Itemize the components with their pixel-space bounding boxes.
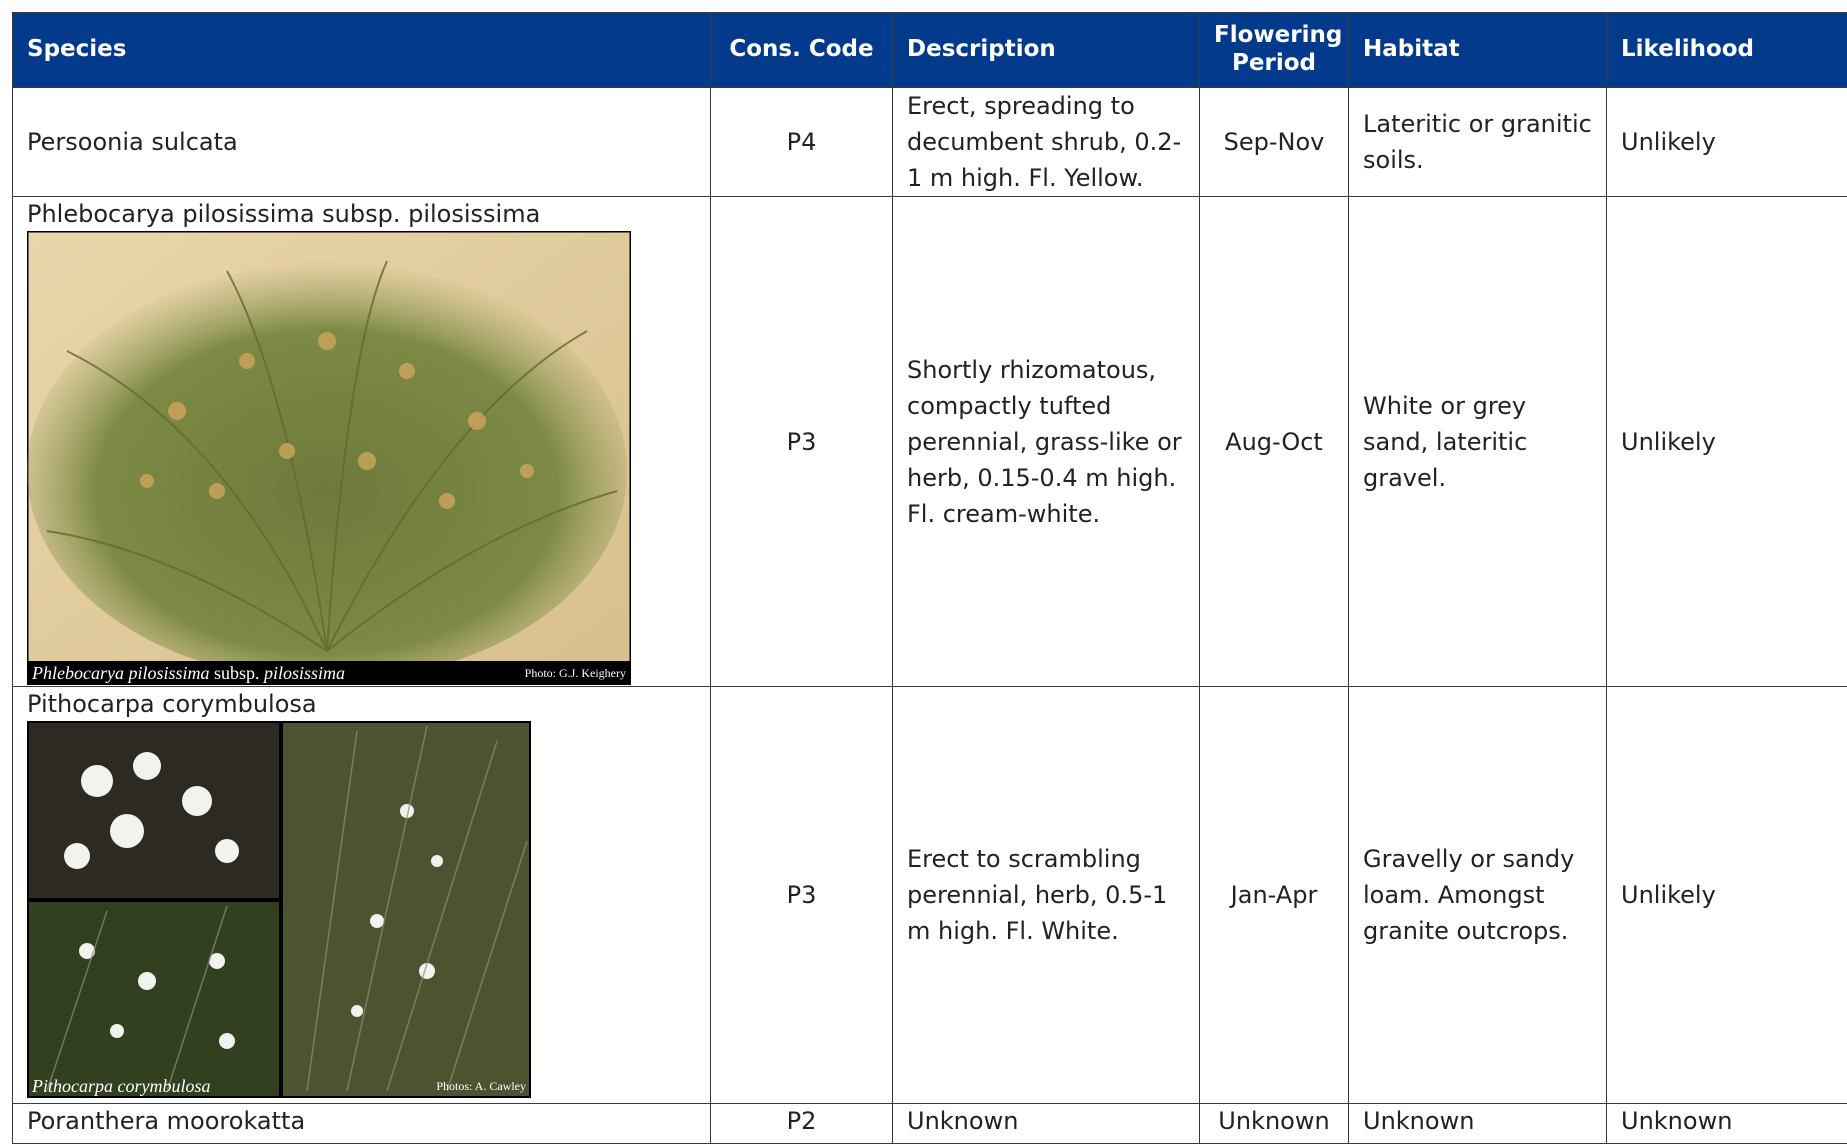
photo-caption: Phlebocarya pilosissima subsp. pilosissi…: [27, 661, 631, 685]
habitat: White or grey sand, lateritic gravel.: [1349, 197, 1607, 687]
header-cell: Species: [13, 13, 711, 88]
likelihood: Unlikely: [1607, 197, 1847, 687]
caption-name: Pithocarpa corymbulosa: [32, 1076, 210, 1096]
photo: Pithocarpa corymbulosa Photos: A. Cawley: [27, 721, 531, 1098]
photo: Phlebocarya pilosissima subsp. pilosissi…: [27, 231, 631, 685]
species-cell: Phlebocarya pilosissima subsp. pilosissi…: [13, 197, 711, 687]
row: Persoonia sulcata P4 Erect, spreading to…: [13, 88, 1847, 197]
species: Poranthera moorokatta: [13, 1104, 711, 1144]
row: Pithocarpa corymbulosa Pithocarpa corymb…: [13, 687, 1847, 1104]
flowering: Unknown: [1200, 1104, 1349, 1144]
habitat: Lateritic or granitic soils.: [1349, 88, 1607, 197]
caption-infra: pilosissima: [264, 663, 345, 683]
flowering: Aug-Oct: [1200, 197, 1349, 687]
habitat: Gravelly or sandy loam. Amongst granite …: [1349, 687, 1607, 1104]
caption-name: Phlebocarya pilosissima: [32, 663, 210, 683]
header-cell: Habitat: [1349, 13, 1607, 88]
species: Phlebocarya pilosissima subsp. pilosissi…: [27, 197, 696, 231]
photo-image: [27, 231, 631, 685]
code: P4: [711, 88, 893, 197]
code: P3: [711, 687, 893, 1104]
description: Unknown: [893, 1104, 1200, 1144]
habitat: Unknown: [1349, 1104, 1607, 1144]
row: Phlebocarya pilosissima subsp. pilosissi…: [13, 197, 1847, 687]
caption-rank: subsp.: [214, 663, 260, 683]
species: Persoonia sulcata: [13, 88, 711, 197]
description: Erect, spreading to decumbent shrub, 0.2…: [893, 88, 1200, 197]
code: P2: [711, 1104, 893, 1144]
flowering: Jan-Apr: [1200, 687, 1349, 1104]
row: Poranthera moorokatta P2 Unknown Unknown…: [13, 1104, 1847, 1144]
header-cell: Description: [893, 13, 1200, 88]
description: Shortly rhizomatous, compactly tufted pe…: [893, 197, 1200, 687]
photo-credit: Photos: A. Cawley: [436, 1074, 526, 1098]
species-cell: Pithocarpa corymbulosa Pithocarpa corymb…: [13, 687, 711, 1104]
flowering: Sep-Nov: [1200, 88, 1349, 197]
header-cell: Cons. Code: [711, 13, 893, 88]
likelihood: Unlikely: [1607, 687, 1847, 1104]
code: P3: [711, 197, 893, 687]
photo-credit: Photo: G.J. Keighery: [525, 661, 626, 685]
species-table: Species Cons. Code Description Flowering…: [12, 12, 1847, 1144]
likelihood: Unlikely: [1607, 88, 1847, 197]
header-row: Species Cons. Code Description Flowering…: [13, 13, 1847, 88]
header-cell: Flowering Period: [1200, 13, 1349, 88]
species: Pithocarpa corymbulosa: [27, 687, 696, 721]
header-cell: Likelihood: [1607, 13, 1847, 88]
photo-image: [27, 721, 531, 1098]
likelihood: Unknown: [1607, 1104, 1847, 1144]
description: Erect to scrambling perennial, herb, 0.5…: [893, 687, 1200, 1104]
photo-caption: Pithocarpa corymbulosa Photos: A. Cawley: [27, 1074, 531, 1098]
